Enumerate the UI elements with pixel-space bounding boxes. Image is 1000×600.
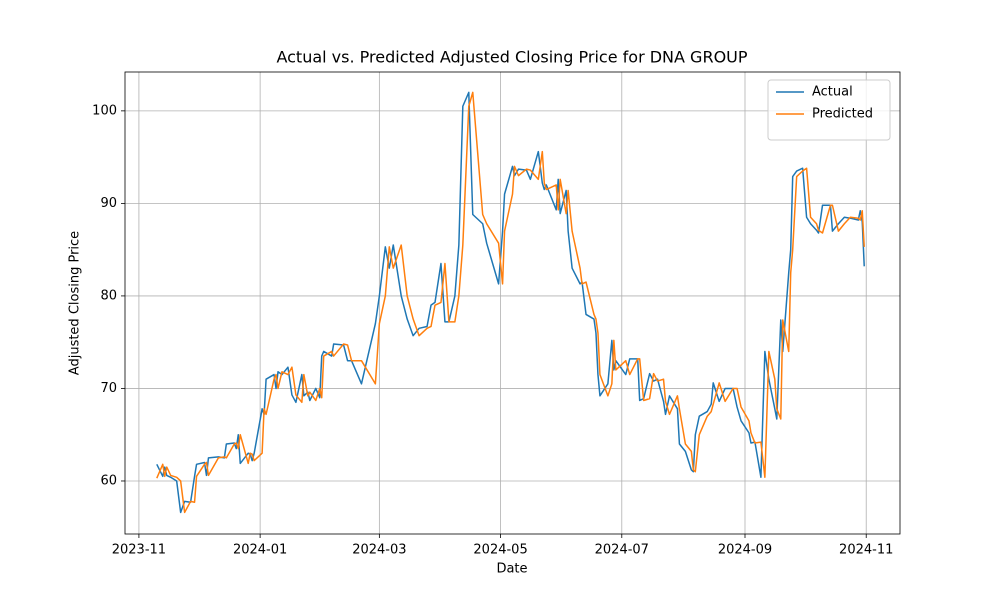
y-tick-label: 60 xyxy=(100,473,117,488)
plot-frame xyxy=(124,71,901,535)
legend-label: Actual xyxy=(812,85,853,100)
x-tick-label: 2024-01 xyxy=(233,543,287,558)
legend: Actual Predicted xyxy=(767,79,891,141)
x-axis-label: Date xyxy=(496,562,527,577)
y-tick-label: 80 xyxy=(100,288,117,303)
y-axis-label: Adjusted Closing Price xyxy=(68,231,83,375)
x-tick-label: 2024-11 xyxy=(839,543,893,558)
series-line xyxy=(156,91,865,514)
legend-label: Predicted xyxy=(812,107,873,122)
x-tick-label: 2024-05 xyxy=(473,543,527,558)
chart-title: Actual vs. Predicted Adjusted Closing Pr… xyxy=(276,48,747,67)
legend-frame xyxy=(767,79,891,141)
y-tick-label: 70 xyxy=(100,381,117,396)
x-tick-label: 2024-07 xyxy=(595,543,649,558)
x-tick-label: 2023-11 xyxy=(112,543,166,558)
y-tick-label: 90 xyxy=(100,196,117,211)
x-tick-label: 2024-03 xyxy=(352,543,406,558)
x-tick-label: 2024-09 xyxy=(718,543,772,558)
y-tick-label: 100 xyxy=(92,103,117,118)
